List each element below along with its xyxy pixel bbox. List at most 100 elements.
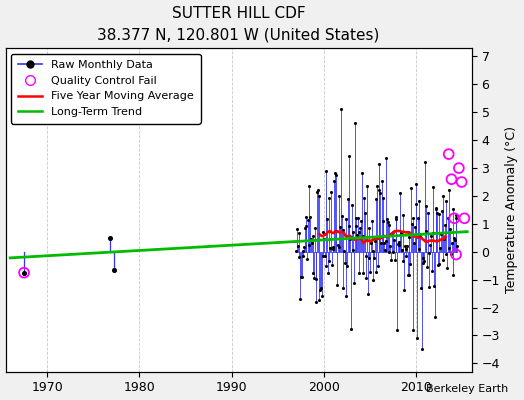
- Point: [342, 293, 351, 300]
- Point: [449, 206, 457, 212]
- Point: [319, 229, 327, 235]
- Point: [363, 182, 372, 189]
- Point: [388, 230, 396, 236]
- Point: [293, 226, 301, 232]
- Point: [329, 246, 337, 252]
- Point: [367, 240, 375, 247]
- Point: [460, 215, 468, 222]
- Point: [428, 183, 436, 190]
- Point: [322, 168, 331, 174]
- Point: [20, 270, 28, 276]
- Point: [424, 250, 433, 256]
- Point: [438, 208, 446, 214]
- Point: [420, 258, 428, 264]
- Point: [343, 263, 352, 269]
- Point: [326, 245, 334, 251]
- Point: [306, 214, 314, 220]
- Point: [353, 232, 362, 238]
- Point: [372, 196, 380, 202]
- Point: [295, 229, 303, 236]
- Point: [352, 215, 360, 221]
- Point: [303, 256, 311, 262]
- Point: [427, 233, 435, 240]
- Point: [294, 254, 303, 260]
- Point: [395, 241, 403, 248]
- Point: [362, 253, 370, 260]
- Point: [352, 223, 361, 230]
- Point: [412, 201, 421, 208]
- Point: [351, 120, 359, 127]
- Point: [400, 287, 408, 293]
- Point: [399, 212, 408, 218]
- Point: [344, 196, 352, 202]
- Point: [302, 223, 311, 230]
- Point: [340, 248, 348, 254]
- Point: [360, 195, 368, 202]
- Point: [395, 239, 403, 245]
- Point: [378, 195, 387, 201]
- Point: [333, 281, 341, 288]
- Point: [314, 193, 323, 200]
- Point: [417, 285, 425, 292]
- Point: [318, 293, 326, 299]
- Point: [357, 218, 365, 224]
- Point: [20, 270, 28, 276]
- Point: [447, 251, 455, 258]
- Point: [321, 263, 330, 269]
- Point: [425, 284, 434, 290]
- Point: [358, 233, 367, 239]
- Point: [401, 243, 409, 249]
- Point: [403, 243, 411, 250]
- Point: [354, 214, 362, 221]
- Point: [450, 215, 458, 222]
- Point: [335, 244, 344, 250]
- Point: [418, 346, 426, 353]
- Point: [413, 335, 421, 342]
- Point: [440, 236, 449, 242]
- Point: [383, 216, 391, 222]
- Point: [357, 170, 366, 176]
- Point: [380, 246, 389, 253]
- Point: [446, 226, 454, 232]
- Point: [301, 214, 310, 220]
- Point: [405, 234, 413, 240]
- Point: [434, 262, 442, 268]
- Point: [387, 257, 395, 264]
- Point: [441, 251, 450, 257]
- Point: [447, 239, 456, 246]
- Point: [334, 192, 343, 199]
- Point: [328, 262, 336, 268]
- Point: [391, 216, 400, 222]
- Point: [377, 240, 385, 246]
- Point: [347, 202, 356, 208]
- Point: [366, 269, 375, 276]
- Point: [365, 255, 373, 262]
- Point: [431, 313, 439, 320]
- Point: [372, 268, 380, 275]
- Point: [336, 224, 344, 230]
- Point: [450, 235, 458, 241]
- Title: SUTTER HILL CDF
38.377 N, 120.801 W (United States): SUTTER HILL CDF 38.377 N, 120.801 W (Uni…: [97, 6, 380, 43]
- Point: [368, 248, 377, 254]
- Point: [298, 274, 306, 280]
- Point: [449, 272, 457, 278]
- Point: [423, 263, 431, 270]
- Point: [320, 236, 328, 242]
- Point: [312, 276, 321, 282]
- Point: [349, 247, 357, 253]
- Point: [453, 243, 461, 249]
- Point: [447, 176, 456, 182]
- Point: [341, 260, 349, 266]
- Point: [310, 275, 318, 281]
- Point: [444, 151, 453, 157]
- Point: [348, 228, 357, 235]
- Point: [345, 153, 354, 160]
- Point: [408, 221, 416, 227]
- Point: [443, 265, 451, 272]
- Point: [331, 170, 339, 176]
- Point: [292, 248, 301, 254]
- Point: [431, 206, 440, 212]
- Point: [296, 296, 304, 303]
- Point: [378, 178, 386, 184]
- Point: [421, 159, 429, 165]
